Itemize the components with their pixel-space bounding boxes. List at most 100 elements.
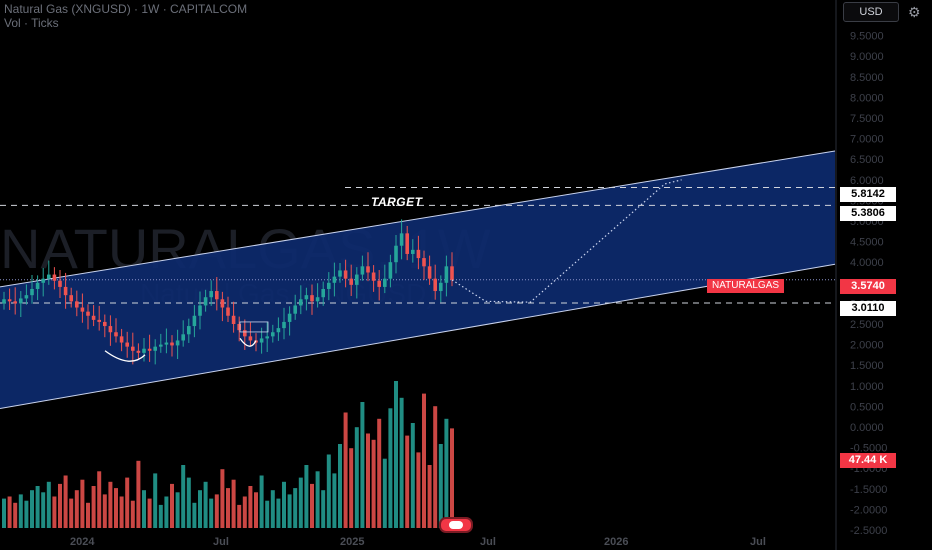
candle-body <box>63 286 68 296</box>
volume-bar <box>422 393 426 528</box>
volume-bar <box>58 483 62 528</box>
chart-title: Natural Gas (XNGUSD) · 1W · CAPITALCOM <box>4 2 248 16</box>
volume-bar <box>310 483 314 528</box>
volume-bar <box>399 397 404 528</box>
volume-bar <box>175 492 180 528</box>
currency-button[interactable]: USD <box>843 2 899 22</box>
candle-body <box>41 278 45 283</box>
price-scale-label: 6.5000 <box>850 154 884 166</box>
channel-upper-line <box>0 150 836 288</box>
candle-body <box>450 266 454 280</box>
candle-body <box>24 295 29 299</box>
range-box <box>239 321 269 333</box>
price-scale-label: 7.5000 <box>850 113 884 125</box>
volume-bar <box>438 444 443 528</box>
candle-body <box>416 249 421 259</box>
volume-bar <box>287 494 292 528</box>
candle-body <box>304 295 309 300</box>
candle-body <box>405 233 409 254</box>
volume-bar <box>416 452 421 528</box>
price-scale-label: 4.0000 <box>850 257 884 269</box>
candle-body <box>159 344 163 347</box>
bottom-arc-right <box>239 338 257 347</box>
price-scale-label: 4.5000 <box>850 237 884 249</box>
candle-body <box>147 348 152 351</box>
volume-bar <box>30 490 34 528</box>
candle-body <box>198 305 202 316</box>
event-flag-icon[interactable] <box>439 517 473 533</box>
candle-body <box>439 282 443 292</box>
candle-body <box>327 282 331 289</box>
price-scale-label: -2.0000 <box>850 504 887 516</box>
candle-body <box>119 336 124 343</box>
volume-bar <box>276 498 281 528</box>
volume-bar <box>63 475 68 528</box>
volume-bar <box>237 504 242 528</box>
price-scale-label: 1.0000 <box>850 381 884 393</box>
volume-bar <box>142 490 146 528</box>
time-axis[interactable]: 2024 Jul 2025 Jul 2026 Jul <box>0 536 835 550</box>
candle-body <box>388 262 393 279</box>
candle-body <box>192 315 197 327</box>
candle-body <box>19 298 23 304</box>
volume-bar <box>102 494 107 528</box>
volume-bar <box>125 477 130 528</box>
bottom-arc-left <box>104 350 146 362</box>
candle-body <box>360 266 365 275</box>
horizontal-levels[interactable] <box>0 186 835 304</box>
volume-bar <box>52 496 57 528</box>
candle-body <box>276 328 281 333</box>
volume-bar <box>91 486 96 528</box>
chart-header: Natural Gas (XNGUSD) · 1W · CAPITALCOM V… <box>4 2 247 30</box>
candle-body <box>248 336 253 341</box>
volume-bar <box>86 502 90 528</box>
price-tag-target-high: 5.8142 <box>840 187 896 202</box>
candle-body <box>203 297 208 306</box>
volume-bar <box>46 481 51 528</box>
target-label: TARGET <box>371 195 423 209</box>
candle-body <box>142 348 146 353</box>
volume-bar <box>119 496 124 528</box>
projection-line <box>451 179 682 303</box>
candle-body <box>243 330 247 337</box>
volume-bar <box>220 469 225 528</box>
price-scale-label: -0.5000 <box>850 443 887 455</box>
volume-bar <box>13 502 18 528</box>
candle-body <box>47 274 51 279</box>
volume-bar <box>338 444 342 528</box>
candle-body <box>86 311 90 316</box>
candle-body <box>231 315 236 324</box>
candle-body <box>97 319 101 322</box>
candle-body <box>355 274 359 285</box>
candle-body <box>237 324 241 331</box>
candle-body <box>271 332 275 337</box>
volume-bar <box>136 460 141 528</box>
candle-body <box>175 340 180 346</box>
volume-bar <box>209 498 214 528</box>
volume-bar <box>298 477 303 528</box>
volume-bar <box>231 479 236 528</box>
price-tag-support: 3.0110 <box>840 301 896 316</box>
price-scale-label: 1.5000 <box>850 360 884 372</box>
price-scale-label: -2.5000 <box>850 525 887 537</box>
price-scale-label: 2.0000 <box>850 340 884 352</box>
price-scale-label: 9.5000 <box>850 31 884 43</box>
volume-bar <box>24 500 29 528</box>
candle-body <box>315 297 320 302</box>
volume-bar <box>382 458 387 528</box>
volume-bar <box>170 483 174 528</box>
candle-body <box>287 313 292 322</box>
gear-icon[interactable]: ⚙ <box>908 4 921 20</box>
volume-bar <box>332 473 337 528</box>
projection-path[interactable] <box>104 179 682 362</box>
candle-body <box>310 295 314 302</box>
volume-bar <box>343 412 348 528</box>
volume-bar <box>7 496 12 528</box>
price-scale-label: 8.0000 <box>850 92 884 104</box>
candle-body <box>383 278 387 287</box>
candle-body <box>282 321 286 329</box>
volume-bar <box>366 433 370 528</box>
volume-bar <box>97 471 102 528</box>
